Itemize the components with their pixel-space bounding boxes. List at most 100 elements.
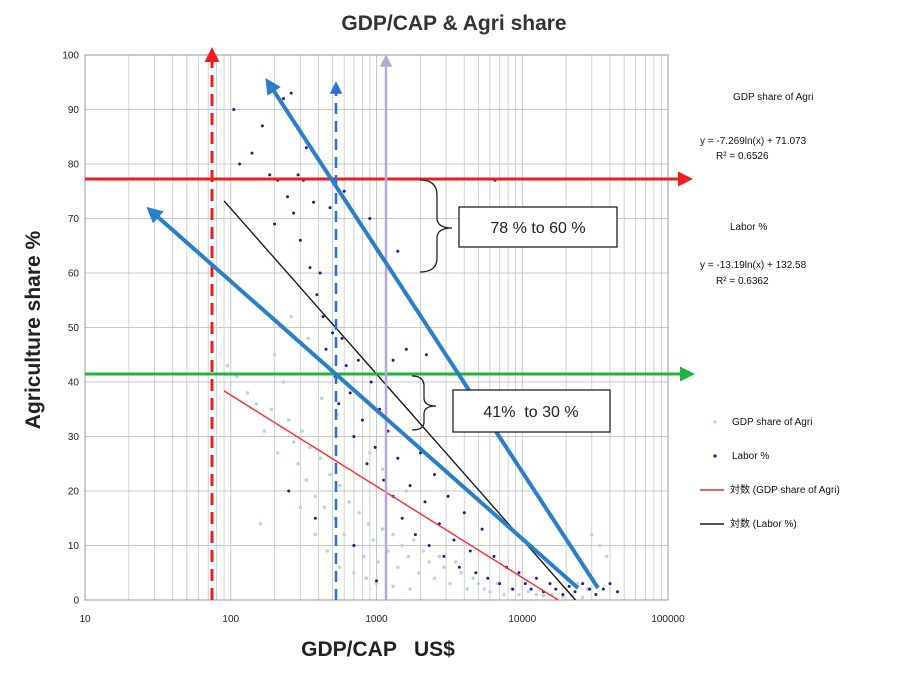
- labor-point: [282, 97, 285, 101]
- gdp-share-point: [534, 592, 539, 597]
- r2-gdp: R² = 0.6526: [716, 151, 769, 162]
- x-tick-label: 100000: [651, 614, 685, 625]
- gdp-share-point: [541, 593, 546, 598]
- gdp-share-point: [488, 590, 492, 594]
- chart-title: GDP/CAP & Agri share: [341, 12, 566, 35]
- labor-point: [369, 380, 373, 384]
- labor-point: [396, 249, 400, 253]
- x-axis-ticks: 10 100 1000 10000 100000: [79, 614, 685, 625]
- labor-point: [292, 211, 296, 215]
- gdp-share-point: [476, 581, 481, 586]
- equation-header-gdp: GDP share of Agri: [733, 92, 813, 103]
- labor-point: [344, 364, 348, 368]
- labor-point: [457, 565, 461, 569]
- gdp-share-point: [269, 407, 274, 412]
- gdp-share-point: [352, 571, 356, 575]
- gdp-share-point: [318, 456, 322, 461]
- labor-point: [404, 347, 408, 351]
- labor-point: [424, 353, 428, 357]
- gdp-share-point: [347, 500, 352, 504]
- blue-diagonal-arrow-upper: [265, 77, 600, 590]
- labor-point: [318, 271, 322, 275]
- gdp-share-point: [580, 595, 585, 600]
- gdp-share-point: [442, 565, 446, 570]
- labor-point: [315, 293, 319, 297]
- gdp-share-point: [298, 505, 303, 510]
- brace-lower: [411, 375, 437, 431]
- labor-point: [260, 124, 264, 128]
- labor-point: [313, 516, 317, 520]
- x-tick-label: 10: [79, 614, 91, 625]
- labor-point: [312, 200, 316, 204]
- equation-gdp: y = -7.269ln(x) + 71.073: [700, 136, 807, 147]
- labor-point: [356, 358, 360, 362]
- labor-point: [427, 544, 431, 547]
- labor-point: [365, 462, 369, 466]
- y-tick-label: 10: [68, 541, 80, 552]
- gdp-share-point: [322, 505, 327, 510]
- legend-label-labor-trend: 対数 (Labor %): [730, 517, 797, 530]
- labor-point: [554, 587, 558, 591]
- x-axis-title: GDP/CAP US$: [301, 638, 455, 661]
- labor-point: [286, 195, 289, 199]
- labor-point: [238, 162, 242, 166]
- gdp-share-point: [590, 532, 594, 537]
- gdp-share-point: [380, 527, 385, 531]
- gdp-share-point: [289, 314, 294, 319]
- gdp-share-point: [404, 489, 409, 493]
- labor-point: [529, 587, 533, 591]
- labor-point: [340, 336, 344, 340]
- gdp-share-point: [502, 592, 506, 597]
- gdp-share-point: [585, 587, 590, 591]
- gdp-share-point: [400, 543, 405, 548]
- labor-point: [396, 456, 400, 460]
- gdp-share-point: [235, 374, 239, 379]
- labor-point: [304, 146, 308, 150]
- y-tick-label: 60: [68, 269, 80, 280]
- labor-point: [446, 494, 450, 498]
- gdp-share-point: [391, 532, 395, 537]
- gdp-share-point: [437, 554, 442, 559]
- labor-point: [352, 544, 356, 547]
- trendline-gdp-share: [223, 390, 559, 601]
- labor-point: [581, 582, 585, 586]
- labor-point: [413, 533, 417, 537]
- labor-point: [608, 582, 612, 586]
- gdp-share-point: [281, 380, 286, 384]
- labor-point: [452, 538, 456, 542]
- legend-label-labor: Labor %: [732, 451, 769, 462]
- labor-point: [548, 582, 552, 586]
- gdp-share-point: [368, 451, 372, 455]
- gdp-share-point: [306, 336, 311, 341]
- y-axis-ticks: 0 10 20 30 40 50 60 70 80 90 100: [62, 51, 79, 607]
- annotation-box-lower: [452, 389, 611, 433]
- gdp-share-point: [432, 576, 437, 580]
- gdp-share-point: [406, 554, 411, 559]
- gdp-share-point: [376, 560, 380, 564]
- labor-point: [418, 451, 422, 455]
- gdp-share-point: [291, 440, 296, 444]
- gdp-share-point: [366, 521, 371, 526]
- gdp-share-point: [605, 554, 609, 559]
- y-tick-label: 80: [68, 160, 80, 171]
- labor-point: [517, 571, 521, 575]
- gdp-share-point: [313, 532, 318, 537]
- gdp-share-point: [357, 511, 361, 515]
- gridlines: [84, 54, 668, 601]
- labor-point: [561, 593, 565, 596]
- y-axis-title: Agriculture share %: [22, 230, 45, 429]
- labor-point: [273, 222, 277, 226]
- gdp-share-point: [517, 592, 521, 597]
- labor-point: [368, 217, 372, 220]
- labor-point: [492, 554, 496, 558]
- gdp-share-point: [380, 467, 385, 472]
- gdp-share-point: [328, 472, 332, 477]
- gdp-share-point: [300, 429, 305, 433]
- labor-point: [480, 527, 484, 531]
- gdp-share-point: [526, 590, 531, 594]
- gdp-share-point: [374, 581, 379, 586]
- y-tick-label: 40: [68, 378, 80, 389]
- labor-point: [289, 91, 293, 95]
- labor-point: [408, 484, 412, 488]
